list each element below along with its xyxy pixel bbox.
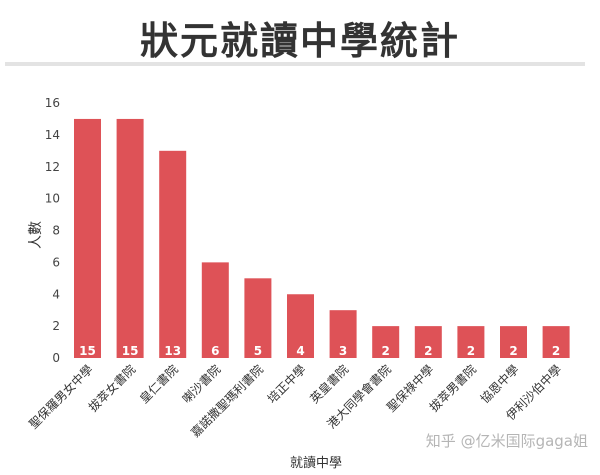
bar-value-label: 5 (254, 344, 262, 358)
chart-title: 狀元就讀中學統計 (139, 19, 460, 63)
bar (244, 278, 272, 358)
x-tick-label: 皇仁書院 (137, 362, 181, 406)
bars (74, 118, 570, 358)
x-tick-label: 喇沙書院 (179, 362, 224, 407)
x-tick-label: 拔萃女書院 (85, 362, 138, 415)
y-tick-label: 4 (52, 287, 60, 301)
bar (329, 310, 357, 358)
y-tick-label: 8 (52, 224, 60, 238)
bar-value-label: 6 (211, 344, 219, 358)
bar (116, 118, 144, 358)
bar (372, 326, 400, 358)
bar (287, 294, 314, 358)
bar (457, 326, 485, 358)
y-tick-label: 14 (45, 128, 60, 142)
x-tick-label: 拔萃男書院 (426, 362, 479, 415)
x-axis-label: 就讀中學 (290, 456, 342, 471)
y-tick-label: 6 (52, 255, 60, 269)
y-tick-label: 0 (52, 351, 60, 365)
bar (500, 326, 527, 358)
bar (414, 326, 442, 358)
y-axis-ticks: 0 2 4 6 8 10 12 14 16 (45, 96, 60, 365)
bar-value-label: 13 (164, 344, 181, 358)
bar-value-label: 2 (509, 344, 517, 358)
watermark: 知乎 @亿米国际gaga姐 (425, 432, 588, 450)
y-axis-label: 人數 (28, 221, 44, 249)
y-tick-label: 2 (52, 319, 60, 333)
bar-value-label: 15 (79, 344, 96, 358)
x-tick-label: 嘉諾撒聖瑪利書院 (188, 362, 266, 440)
y-tick-label: 12 (45, 160, 60, 174)
y-tick-label: 10 (45, 192, 60, 206)
bar (159, 150, 187, 358)
x-tick-label: 協恩中學 (477, 362, 522, 407)
bar (74, 118, 101, 358)
x-tick-label: 聖保羅男女中學 (26, 362, 96, 432)
title-divider (5, 62, 585, 66)
bar-value-label: 2 (467, 344, 475, 358)
x-axis-ticks: 聖保羅男女中學拔萃女書院皇仁書院喇沙書院嘉諾撒聖瑪利書院培正中學英皇書院港大同學… (26, 362, 565, 440)
bar (201, 262, 229, 358)
bar-value-label: 3 (339, 344, 347, 358)
bar-value-label: 4 (296, 344, 304, 358)
y-tick-label: 16 (45, 96, 60, 110)
x-tick-label: 英皇書院 (307, 362, 351, 406)
bar (542, 326, 570, 358)
x-tick-label: 培正中學 (264, 362, 309, 407)
data-labels: 15 15 13 6 5 4 3 2 2 2 2 2 (79, 344, 560, 358)
bar-value-label: 15 (122, 344, 139, 358)
bar-value-label: 2 (552, 344, 560, 358)
bar-value-label: 2 (424, 344, 432, 358)
bar-value-label: 2 (382, 344, 390, 358)
